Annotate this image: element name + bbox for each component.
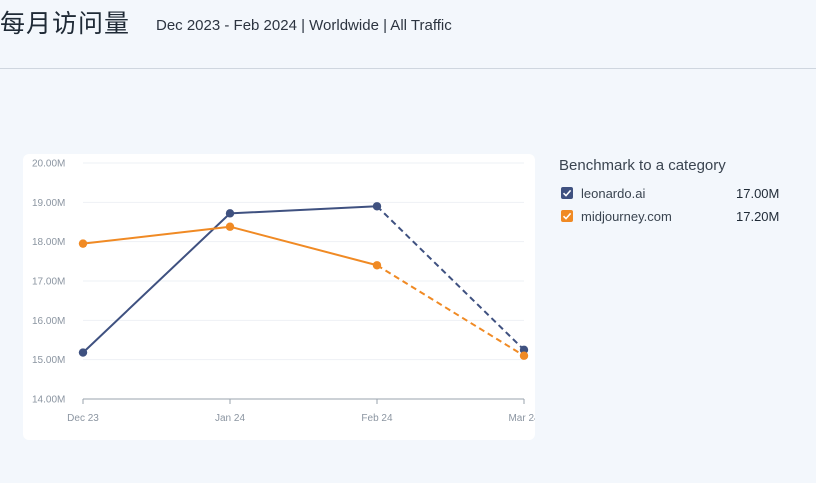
y-tick-label: 14.00M <box>32 395 65 406</box>
checkbox-checked-icon[interactable] <box>561 210 573 222</box>
x-tick-label: Jan 24 <box>215 413 245 424</box>
y-tick-label: 19.00M <box>32 198 65 209</box>
line-chart: 14.00M 15.00M 16.00M 17.00M 18.00M 19.00M 20.0… <box>32 159 535 425</box>
legend-item-label: midjourney.com <box>581 209 672 224</box>
series-line <box>82 225 378 267</box>
checkbox-checked-icon[interactable] <box>561 187 573 199</box>
y-tick-label: 15.00M <box>32 355 65 366</box>
page-subtitle: Dec 2023 - Feb 2024 | Worldwide | All Tr… <box>156 17 452 34</box>
legend-title: Benchmark to a category <box>559 157 726 174</box>
y-tick-label: 18.00M <box>32 237 65 248</box>
y-tick-label: 17.00M <box>32 277 65 288</box>
data-point <box>78 239 88 248</box>
legend-item-value: 17.20M <box>736 209 780 224</box>
data-point <box>519 351 529 360</box>
data-point <box>372 261 382 270</box>
legend-item-leonardo[interactable]: leonardo.ai 17.00M <box>559 183 799 206</box>
y-tick-label: 16.00M <box>32 316 65 327</box>
data-point <box>78 348 88 357</box>
y-tick-label: 20.00M <box>32 159 65 170</box>
data-point <box>372 202 382 211</box>
data-point <box>225 222 235 231</box>
series-projection-line <box>376 264 525 357</box>
legend: Benchmark to a category leonardo.ai 17.0… <box>559 157 799 229</box>
x-tick-label: Dec 23 <box>67 413 99 424</box>
series-projection-line <box>376 205 525 351</box>
page-title: 每月访问量 <box>0 9 131 38</box>
data-point <box>519 345 529 355</box>
legend-item-value: 17.00M <box>736 186 780 201</box>
x-tick-label: Feb 24 <box>361 413 393 424</box>
chart-card: 14.00M 15.00M 16.00M 17.00M 18.00M 19.00M 20.0… <box>23 154 535 440</box>
x-tick-label: Mar 24 <box>508 413 535 424</box>
page-header: 每月访问量 Dec 2023 - Feb 2024 | Worldwide | … <box>0 0 816 69</box>
data-point <box>225 209 235 218</box>
legend-item-label: leonardo.ai <box>581 186 646 201</box>
legend-item-midjourney[interactable]: midjourney.com 17.20M <box>559 206 799 229</box>
